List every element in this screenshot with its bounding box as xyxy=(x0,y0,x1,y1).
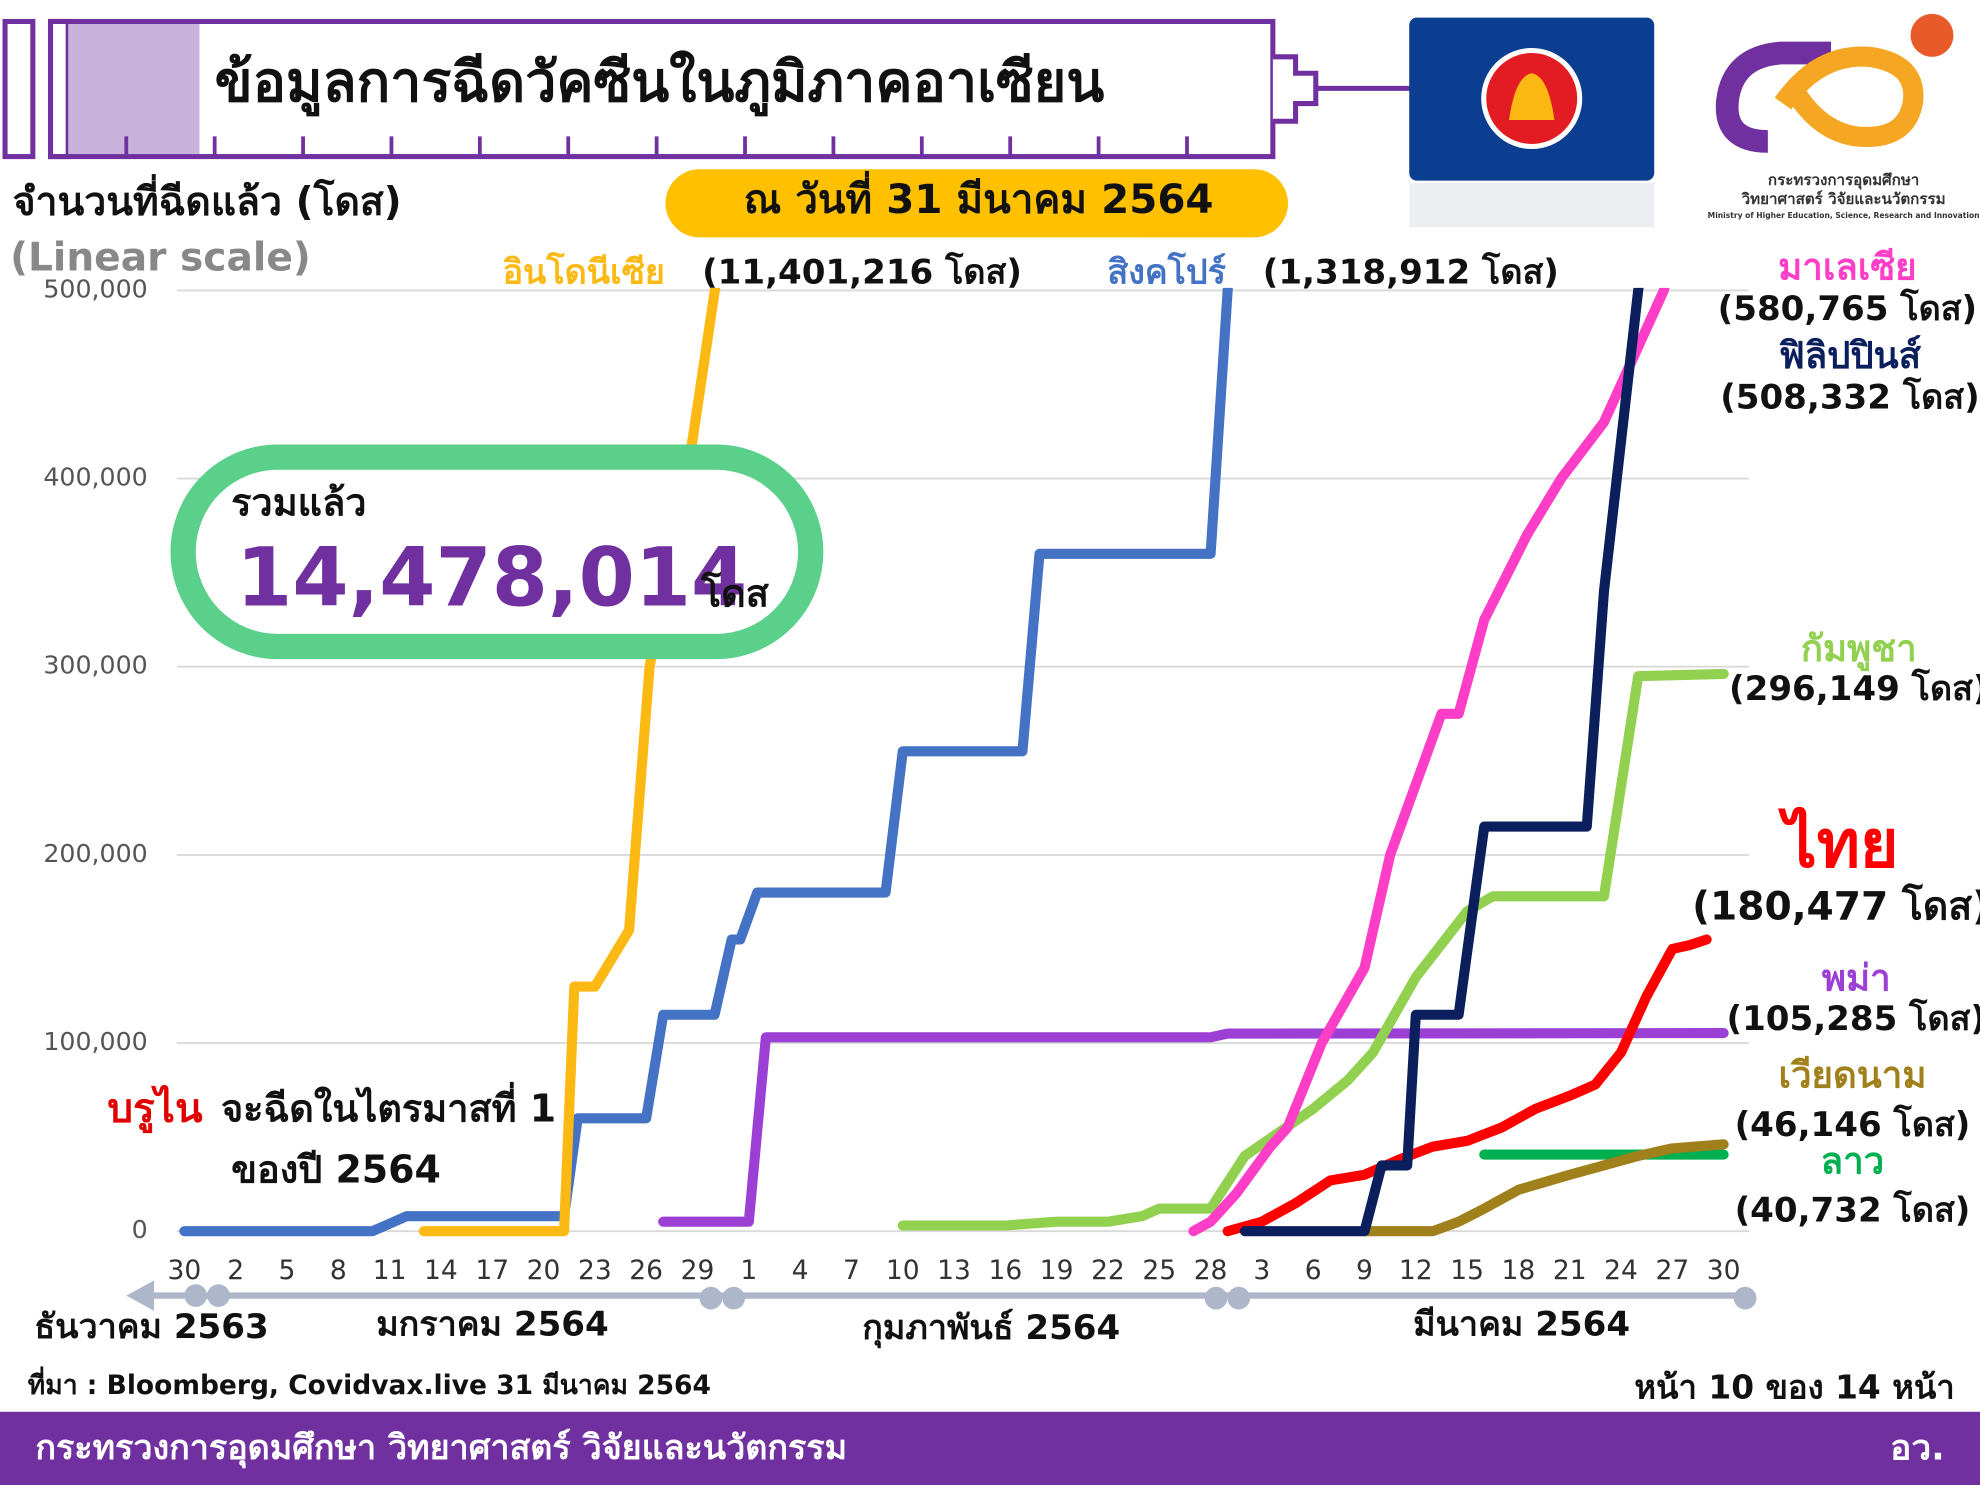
x-tick-label: 30 xyxy=(1707,1255,1741,1286)
x-tick-label: 25 xyxy=(1142,1255,1176,1286)
month-label: ธันวาคม 2563 xyxy=(34,1307,268,1347)
x-tick-label: 30 xyxy=(167,1255,201,1286)
logo-text: กระทรวงการอุดมศึกษา xyxy=(1768,171,1919,190)
month-label: มกราคม 2564 xyxy=(376,1304,609,1344)
x-tick-label: 1 xyxy=(740,1255,757,1286)
legend-name: ไทย xyxy=(1778,806,1899,883)
legend-name: อินโดนีเซีย xyxy=(503,252,665,293)
scale-note: (Linear scale) xyxy=(10,236,311,281)
x-tick-label: 27 xyxy=(1655,1255,1689,1286)
y-tick-label: 200,000 xyxy=(43,839,147,868)
series-line xyxy=(1239,287,1644,1237)
x-tick-label: 2 xyxy=(227,1255,244,1286)
series-line xyxy=(1188,287,1670,1237)
x-tick-label: 22 xyxy=(1091,1255,1125,1286)
x-tick-label: 20 xyxy=(527,1255,561,1286)
legend-total: (1,318,912 โดส) xyxy=(1263,252,1559,293)
x-tick-label: 12 xyxy=(1399,1255,1433,1286)
x-tick-label: 14 xyxy=(424,1255,458,1286)
x-tick-label: 16 xyxy=(988,1255,1022,1286)
logo-text: วิทยาศาสตร์ วิจัยและนวัตกรรม xyxy=(1741,190,1945,208)
legend-name: สิงคโปร์ xyxy=(1107,252,1226,293)
x-tick-label: 4 xyxy=(792,1255,809,1286)
source: ที่มา : Bloomberg, Covidvax.live 31 มีนา… xyxy=(28,1366,711,1401)
x-tick-label: 6 xyxy=(1305,1255,1322,1286)
x-tick-label: 26 xyxy=(629,1255,663,1286)
legend-name: มาเลเซีย xyxy=(1778,245,1916,288)
note-country: บรูไน xyxy=(107,1084,203,1134)
legend-total: (11,401,216 โดส) xyxy=(702,252,1022,293)
total-unit: โดส xyxy=(700,571,770,616)
x-tick-label: 8 xyxy=(330,1255,347,1286)
x-tick-label: 10 xyxy=(886,1255,920,1286)
legend-total: (105,285 โดส) xyxy=(1727,998,1980,1039)
legend-name: ฟิลิปปินส์ xyxy=(1779,334,1922,377)
x-tick-label: 15 xyxy=(1450,1255,1484,1286)
x-tick-label: 29 xyxy=(681,1255,715,1286)
month-label: มีนาคม 2564 xyxy=(1413,1304,1630,1344)
date-pill xyxy=(665,169,1289,238)
timeline xyxy=(126,1280,1757,1311)
page-number: หน้า 10 ของ 14 หน้า xyxy=(1634,1369,1954,1407)
legend-total: (180,477 โดส) xyxy=(1692,883,1980,930)
legend-total: (580,765 โดส) xyxy=(1718,288,1977,329)
x-tick-label: 11 xyxy=(373,1255,407,1286)
x-tick-label: 13 xyxy=(937,1255,971,1286)
logo-text: Ministry of Higher Education, Science, R… xyxy=(1708,211,1980,220)
legend-total: (40,732 โดส) xyxy=(1735,1190,1971,1231)
x-tick-label: 21 xyxy=(1553,1255,1587,1286)
x-tick-label: 23 xyxy=(578,1255,612,1286)
legend-total: (508,332 โดส) xyxy=(1720,377,1979,418)
series-line xyxy=(897,668,1729,1231)
x-tick-label: 24 xyxy=(1604,1255,1638,1286)
series-line xyxy=(418,287,721,1237)
total-label: รวมแล้ว xyxy=(231,481,366,525)
note-text: จะฉีดในไตรมาสที่ 1 xyxy=(221,1082,556,1131)
y-tick-label: 500,000 xyxy=(43,274,147,303)
legend-total: (296,149 โดส) xyxy=(1729,668,1980,709)
x-tick-label: 28 xyxy=(1194,1255,1228,1286)
legend-name: เวียดนาม xyxy=(1778,1054,1926,1097)
footer-bar xyxy=(0,1411,1980,1485)
y-tick-label: 400,000 xyxy=(43,463,147,492)
x-tick-label: 18 xyxy=(1502,1255,1536,1286)
legend-name: กัมพูชา xyxy=(1801,627,1917,672)
legend-name: ลาว xyxy=(1821,1139,1885,1182)
y-tick-label: 300,000 xyxy=(43,651,147,680)
legend-name: พม่า xyxy=(1822,956,1891,999)
x-tick-label: 17 xyxy=(475,1255,509,1286)
series-line xyxy=(1222,934,1712,1237)
syringe-header xyxy=(2,18,1412,160)
y-tick-label: 100,000 xyxy=(43,1027,147,1056)
y-axis-title: จำนวนที่ฉีดแล้ว (โดส) xyxy=(13,174,402,225)
legend-total: (46,146 โดส) xyxy=(1735,1104,1971,1145)
x-tick-label: 19 xyxy=(1040,1255,1074,1286)
x-tick-label: 7 xyxy=(843,1255,860,1286)
asean-flag xyxy=(1409,17,1655,228)
note-text: ของปี 2564 xyxy=(231,1147,441,1191)
series-line xyxy=(179,287,1233,1237)
series-line xyxy=(658,1028,1729,1227)
total-box xyxy=(170,444,824,660)
total-value: 14,478,014 xyxy=(236,531,747,625)
plot-area xyxy=(179,287,1729,1237)
subtitle: ณ วันที่ 31 มีนาคม 2564 xyxy=(744,170,1214,223)
title: ข้อมูลการฉีดวัคซีนในภูมิภาคอาเซียน xyxy=(215,49,1105,117)
ministry-logo: กระทรวงการอุดมศึกษา วิทยาศาสตร์ วิจัยและ… xyxy=(1708,13,1980,220)
x-tick-label: 9 xyxy=(1356,1255,1373,1286)
footer-text: กระทรวงการอุดมศึกษา วิทยาศาสตร์ วิจัยและ… xyxy=(35,1428,847,1469)
series-line xyxy=(1359,1139,1729,1237)
x-tick-label: 5 xyxy=(279,1255,296,1286)
footer-abbr: อว. xyxy=(1890,1428,1944,1469)
month-label: กุมภาพันธ์ 2564 xyxy=(862,1308,1120,1349)
x-tick-label: 3 xyxy=(1253,1255,1270,1286)
y-tick-label: 0 xyxy=(132,1215,148,1244)
